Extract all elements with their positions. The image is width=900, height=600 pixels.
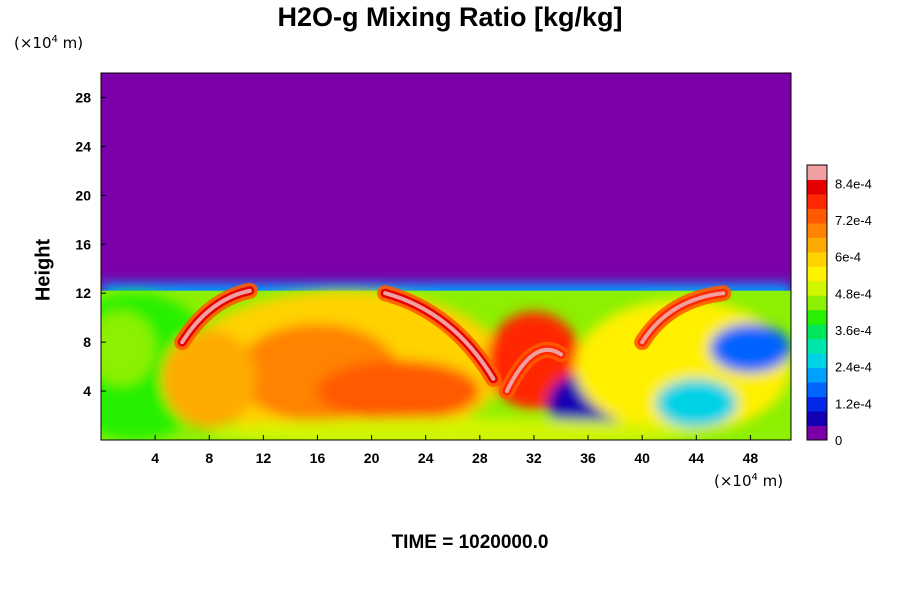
colorbar-swatch xyxy=(807,396,827,412)
field-blob-5 xyxy=(161,329,257,428)
y-axis: 4 8 12 16 20 24 28 xyxy=(75,89,106,399)
colorbar-label: 6e-4 xyxy=(835,250,861,265)
colorbar-label: 3.6e-4 xyxy=(835,323,872,338)
plume-1 xyxy=(377,285,502,387)
colorbar-frame xyxy=(806,164,828,441)
colorbar-swatch xyxy=(807,179,827,195)
x-tick-label: 20 xyxy=(364,450,380,466)
colorbar-swatch xyxy=(807,266,827,282)
y-tick-label: 20 xyxy=(75,187,91,203)
colorbar-swatch xyxy=(807,367,827,383)
colorbar-swatch xyxy=(807,165,827,180)
field-blob-4 xyxy=(317,360,480,422)
plume-3 xyxy=(634,285,732,351)
x-tick-label: 24 xyxy=(418,450,434,466)
x-tick-label: 36 xyxy=(580,450,596,466)
colorbar-swatch xyxy=(807,382,827,398)
colorbar-swatch xyxy=(807,353,827,369)
colorbar: 0 1.2e-4 2.4e-4 3.6e-4 4.8e-4 6e-4 7.2e-4 8.4e-… xyxy=(806,164,872,448)
colorbar-swatch xyxy=(807,411,827,427)
chart-title: H2O-g Mixing Ratio [kg/kg] xyxy=(277,2,623,32)
x-axis: 4 8 12 16 20 24 28 32 36 40 44 48 xyxy=(151,435,758,466)
colorbar-swatch xyxy=(807,425,827,441)
colorbar-label: 8.4e-4 xyxy=(835,176,872,191)
y-tick-label: 24 xyxy=(75,138,91,154)
field-blob-1 xyxy=(101,311,156,385)
colorbar-swatch xyxy=(807,251,827,267)
colorbar-label: 1.2e-4 xyxy=(835,396,872,411)
plume-2 xyxy=(498,341,569,400)
x-tick-label: 12 xyxy=(256,450,272,466)
y-tick-label: 16 xyxy=(75,236,91,252)
colorbar-label: 4.8e-4 xyxy=(835,286,872,301)
x-tick-label: 48 xyxy=(743,450,759,466)
y-tick-label: 8 xyxy=(83,334,91,350)
x-axis-unit: (×104 m) xyxy=(714,472,784,490)
plume-0 xyxy=(174,282,258,351)
colorbar-swatch xyxy=(807,193,827,209)
x-tick-label: 28 xyxy=(472,450,488,466)
x-tick-label: 40 xyxy=(634,450,650,466)
plot-frame xyxy=(100,72,792,441)
colorbar-swatch xyxy=(807,237,827,253)
x-tick-label: 32 xyxy=(526,450,542,466)
y-tick-label: 12 xyxy=(75,285,91,301)
colorbar-swatch xyxy=(807,280,827,296)
field-blob-9 xyxy=(655,378,737,428)
plot-area xyxy=(101,73,791,440)
x-tick-label: 44 xyxy=(689,450,705,466)
y-tick-label: 4 xyxy=(83,383,91,399)
y-tick-label: 28 xyxy=(75,89,91,105)
colorbar-swatch xyxy=(807,208,827,224)
y-axis-unit: (×104 m) xyxy=(14,34,84,52)
field-blob-10 xyxy=(709,323,791,373)
field-blobs xyxy=(101,290,791,440)
colorbar-swatch xyxy=(807,309,827,325)
colorbar-label: 0 xyxy=(835,433,842,448)
x-tick-label: 16 xyxy=(310,450,326,466)
colorbar-swatch xyxy=(807,324,827,340)
field-blob-11 xyxy=(209,417,697,440)
colorbar-swatch xyxy=(807,338,827,354)
colorbar-swatch xyxy=(807,222,827,238)
x-tick-label: 4 xyxy=(151,450,159,466)
colorbar-label: 2.4e-4 xyxy=(835,360,872,375)
time-label: TIME = 1020000.0 xyxy=(391,532,549,553)
colorbar-swatch xyxy=(807,295,827,311)
x-tick-label: 8 xyxy=(205,450,213,466)
colorbar-label: 7.2e-4 xyxy=(835,213,872,228)
